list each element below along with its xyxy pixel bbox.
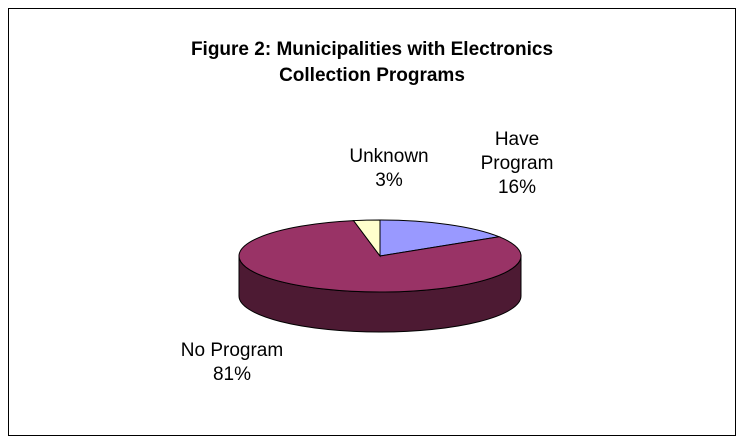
slice-label-line: No Program (181, 340, 283, 361)
slice-label-line: Unknown (349, 146, 428, 167)
slice-label-line: 81% (213, 364, 251, 385)
pie-slice-2 (352, 219, 381, 258)
chart-title-line-1: Figure 2: Municipalities with Electronic… (190, 39, 554, 60)
pie-slice-0 (379, 219, 501, 257)
slice-label-0: Have Program 16% (481, 129, 554, 198)
slice-label-line: 16% (498, 177, 536, 198)
slice-label-2: Unknown 3% (349, 146, 428, 191)
slice-label-line: Have (495, 129, 539, 150)
slice-label-line: 3% (375, 170, 403, 191)
slice-label-line: Program (481, 153, 554, 174)
slice-label-1: No Program 81% (181, 340, 283, 385)
chart-title-line-2: Collection Programs (279, 65, 465, 86)
chart-title: Figure 2: Municipalities with Electronic… (9, 37, 735, 89)
